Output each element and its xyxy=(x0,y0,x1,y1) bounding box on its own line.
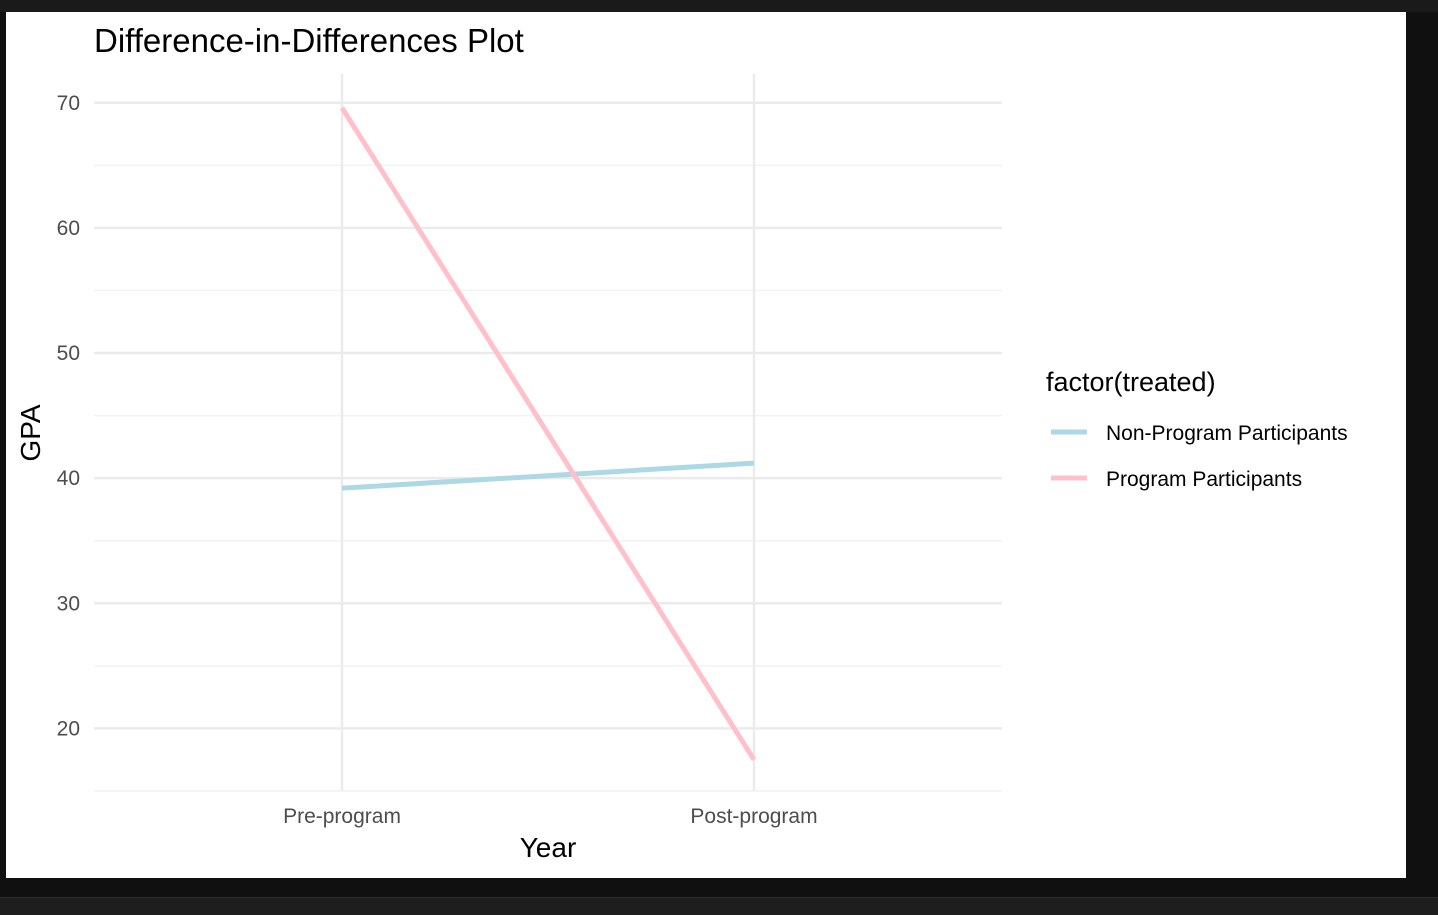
plot-panel: 20 30 40 50 60 70 Pre-program Post-program Dif… xyxy=(6,12,1406,878)
y-axis-title: GPA xyxy=(15,404,46,461)
window-bottom-bar xyxy=(0,897,1438,915)
legend-label: Program Participants xyxy=(1106,468,1302,491)
y-tick-label: 70 xyxy=(57,92,80,115)
legend: factor(treated) Non-Program Participants… xyxy=(1046,367,1348,491)
chart-title: Difference-in-Differences Plot xyxy=(94,22,524,59)
y-tick-labels: 20 30 40 50 60 70 xyxy=(57,92,80,741)
series-line xyxy=(341,460,755,491)
y-tick-label: 40 xyxy=(57,467,80,490)
y-tick-label: 50 xyxy=(57,342,80,365)
window-top-bar xyxy=(0,0,1438,12)
y-tick-label: 30 xyxy=(57,592,80,615)
minor-gridlines xyxy=(94,164,1002,792)
x-tick-label: Post-program xyxy=(690,805,817,828)
x-tick-label: Pre-program xyxy=(283,805,401,828)
legend-items: Non-Program Participants Program Particip… xyxy=(1051,422,1348,491)
y-tick-label: 60 xyxy=(57,217,80,240)
legend-label: Non-Program Participants xyxy=(1106,422,1348,445)
legend-title: factor(treated) xyxy=(1046,367,1216,397)
series-lines xyxy=(339,106,757,762)
x-tick-labels: Pre-program Post-program xyxy=(283,805,818,828)
y-tick-label: 20 xyxy=(57,717,80,740)
x-axis-title: Year xyxy=(520,832,577,863)
chart-svg: 20 30 40 50 60 70 Pre-program Post-program Dif… xyxy=(15,22,1348,863)
series-line xyxy=(339,106,757,762)
